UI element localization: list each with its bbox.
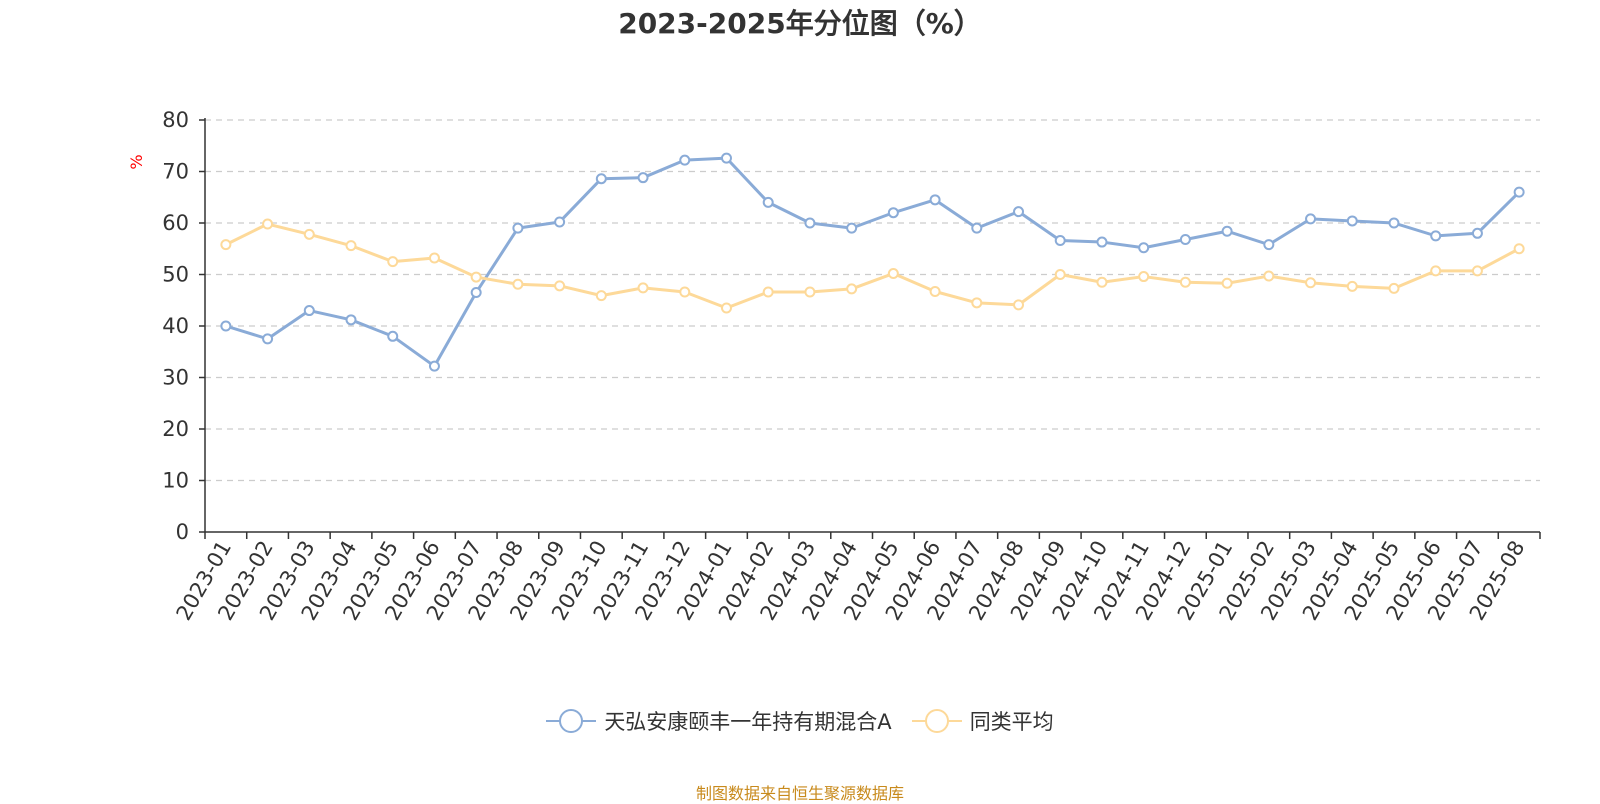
data-point-series-1[interactable] bbox=[1096, 236, 1108, 248]
data-point-series-1[interactable] bbox=[303, 305, 315, 317]
data-point-series-1[interactable] bbox=[1179, 233, 1191, 245]
axes: 010203040506070802023-012023-022023-0320… bbox=[162, 108, 1541, 624]
y-tick-label: 50 bbox=[162, 263, 189, 287]
data-point-series-2[interactable] bbox=[1471, 265, 1483, 277]
data-point-series-2[interactable] bbox=[1388, 282, 1400, 294]
legend-label-series-2: 同类平均 bbox=[969, 710, 1054, 734]
data-point-series-1[interactable] bbox=[762, 196, 774, 208]
data-point-series-1[interactable] bbox=[1388, 217, 1400, 229]
legend-item-series-1[interactable]: 天弘安康颐丰一年持有期混合A bbox=[546, 706, 892, 736]
data-point-series-2[interactable] bbox=[1346, 280, 1358, 292]
data-point-series-1[interactable] bbox=[595, 173, 607, 185]
data-point-series-2[interactable] bbox=[971, 297, 983, 309]
y-tick-label: 60 bbox=[162, 211, 189, 235]
data-point-series-2[interactable] bbox=[887, 267, 899, 279]
data-point-series-2[interactable] bbox=[720, 302, 732, 314]
data-point-series-1[interactable] bbox=[1513, 186, 1525, 198]
legend-marker-series-2 bbox=[911, 709, 962, 733]
data-point-series-1[interactable] bbox=[387, 330, 399, 342]
data-point-series-1[interactable] bbox=[345, 314, 357, 326]
data-point-series-2[interactable] bbox=[470, 271, 482, 283]
data-point-series-2[interactable] bbox=[387, 256, 399, 268]
y-axis-unit-label: % bbox=[127, 154, 146, 169]
data-point-series-2[interactable] bbox=[637, 282, 649, 294]
data-point-series-2[interactable] bbox=[679, 286, 691, 298]
legend: 天弘安康颐丰一年持有期混合A 同类平均 bbox=[0, 706, 1600, 736]
data-point-series-1[interactable] bbox=[1221, 225, 1233, 237]
data-point-series-1[interactable] bbox=[1054, 235, 1066, 247]
data-point-series-2[interactable] bbox=[1430, 265, 1442, 277]
data-point-series-2[interactable] bbox=[846, 283, 858, 295]
series bbox=[220, 152, 1525, 372]
series-line-1 bbox=[225, 156, 1521, 368]
data-point-series-2[interactable] bbox=[1013, 299, 1025, 311]
data-point-series-2[interactable] bbox=[303, 228, 315, 240]
y-tick-label: 30 bbox=[162, 366, 189, 390]
legend-label-series-1: 天弘安康颐丰一年持有期混合A bbox=[604, 710, 892, 734]
data-point-series-2[interactable] bbox=[262, 218, 274, 230]
data-point-series-2[interactable] bbox=[1513, 243, 1525, 255]
y-tick-label: 70 bbox=[162, 160, 189, 184]
data-point-series-1[interactable] bbox=[1013, 206, 1025, 218]
data-point-series-2[interactable] bbox=[1138, 271, 1150, 283]
data-point-series-2[interactable] bbox=[428, 252, 440, 264]
data-point-series-2[interactable] bbox=[595, 290, 607, 302]
data-point-series-2[interactable] bbox=[929, 285, 941, 297]
data-point-series-1[interactable] bbox=[720, 152, 732, 164]
chart-title: 2023-2025年分位图（%） bbox=[618, 7, 982, 40]
y-tick-label: 20 bbox=[162, 417, 189, 441]
data-point-series-2[interactable] bbox=[762, 286, 774, 298]
y-tick-label: 10 bbox=[162, 469, 189, 493]
data-point-series-1[interactable] bbox=[637, 172, 649, 184]
series-line-2 bbox=[225, 222, 1520, 310]
data-point-series-1[interactable] bbox=[804, 217, 816, 229]
data-point-series-1[interactable] bbox=[512, 222, 524, 234]
y-tick-label: 80 bbox=[162, 108, 189, 132]
data-point-series-2[interactable] bbox=[345, 240, 357, 252]
data-point-series-1[interactable] bbox=[220, 320, 232, 332]
data-point-series-2[interactable] bbox=[554, 280, 566, 292]
data-point-series-1[interactable] bbox=[1346, 215, 1358, 227]
data-point-series-1[interactable] bbox=[1471, 227, 1483, 239]
data-point-series-1[interactable] bbox=[1430, 230, 1442, 242]
data-point-series-2[interactable] bbox=[220, 239, 232, 251]
data-point-series-2[interactable] bbox=[1179, 276, 1191, 288]
data-point-series-1[interactable] bbox=[262, 333, 274, 345]
data-point-series-1[interactable] bbox=[971, 222, 983, 234]
data-point-series-1[interactable] bbox=[846, 222, 858, 234]
y-tick-label: 0 bbox=[176, 520, 189, 544]
data-point-series-1[interactable] bbox=[679, 154, 691, 166]
legend-marker-series-1 bbox=[546, 709, 597, 733]
y-tick-label: 40 bbox=[162, 314, 189, 338]
legend-item-series-2[interactable]: 同类平均 bbox=[911, 706, 1054, 736]
data-point-series-1[interactable] bbox=[1305, 213, 1317, 225]
source-note: 制图数据来自恒生聚源数据库 bbox=[695, 784, 904, 803]
data-point-series-2[interactable] bbox=[512, 278, 524, 290]
data-point-series-2[interactable] bbox=[1054, 269, 1066, 280]
data-point-series-1[interactable] bbox=[1138, 242, 1150, 254]
data-point-series-1[interactable] bbox=[1263, 239, 1275, 251]
data-point-series-1[interactable] bbox=[470, 287, 482, 299]
data-point-series-2[interactable] bbox=[804, 286, 816, 298]
data-point-series-2[interactable] bbox=[1221, 277, 1233, 289]
data-point-series-2[interactable] bbox=[1263, 270, 1275, 282]
data-point-series-1[interactable] bbox=[428, 360, 440, 372]
data-point-series-2[interactable] bbox=[1305, 277, 1317, 289]
data-point-series-1[interactable] bbox=[929, 194, 941, 206]
grid-lines bbox=[205, 119, 1540, 482]
data-point-series-1[interactable] bbox=[554, 216, 566, 228]
data-point-series-1[interactable] bbox=[887, 207, 899, 219]
data-point-series-2[interactable] bbox=[1096, 276, 1108, 288]
